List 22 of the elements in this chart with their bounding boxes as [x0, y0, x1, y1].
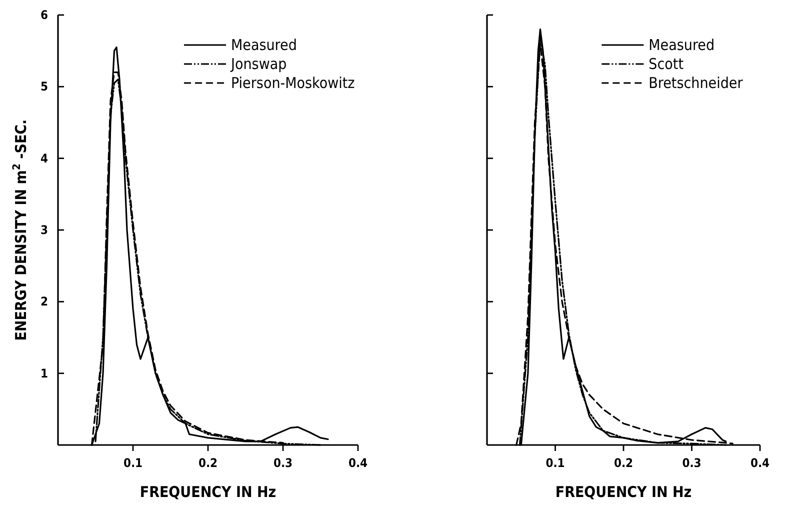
y-tick-label: 6 [40, 8, 48, 22]
x-tick-label: 0.1 [546, 456, 565, 470]
x-tick-label: 0.4 [750, 456, 770, 470]
legend-label: Pierson-Moskowitz [231, 74, 355, 92]
y-tick-label: 3 [40, 223, 48, 237]
legend-label: Measured [231, 36, 297, 54]
x-tick-label: 0.3 [682, 456, 702, 470]
y-tick-label: 4 [40, 151, 48, 166]
x-tick-label: 0.2 [614, 456, 634, 470]
x-tick-label: 0.3 [273, 456, 293, 470]
legend-label: Measured [648, 36, 715, 54]
x-tick-label: 0.2 [198, 456, 218, 470]
y-tick-label: 1 [40, 366, 48, 380]
x-tick-label: 0.4 [348, 456, 368, 470]
x-tick-label: 0.1 [123, 456, 143, 470]
y-tick-label: 2 [40, 294, 48, 309]
x-axis-title: FREQUENCY IN Hz [140, 483, 276, 501]
legend-label: Jonswap [230, 55, 287, 73]
legend-label: Scott [648, 55, 684, 73]
legend-label: Bretschneider [648, 74, 744, 92]
y-tick-label: 5 [40, 80, 48, 94]
x-axis-title: FREQUENCY IN Hz [555, 483, 692, 501]
